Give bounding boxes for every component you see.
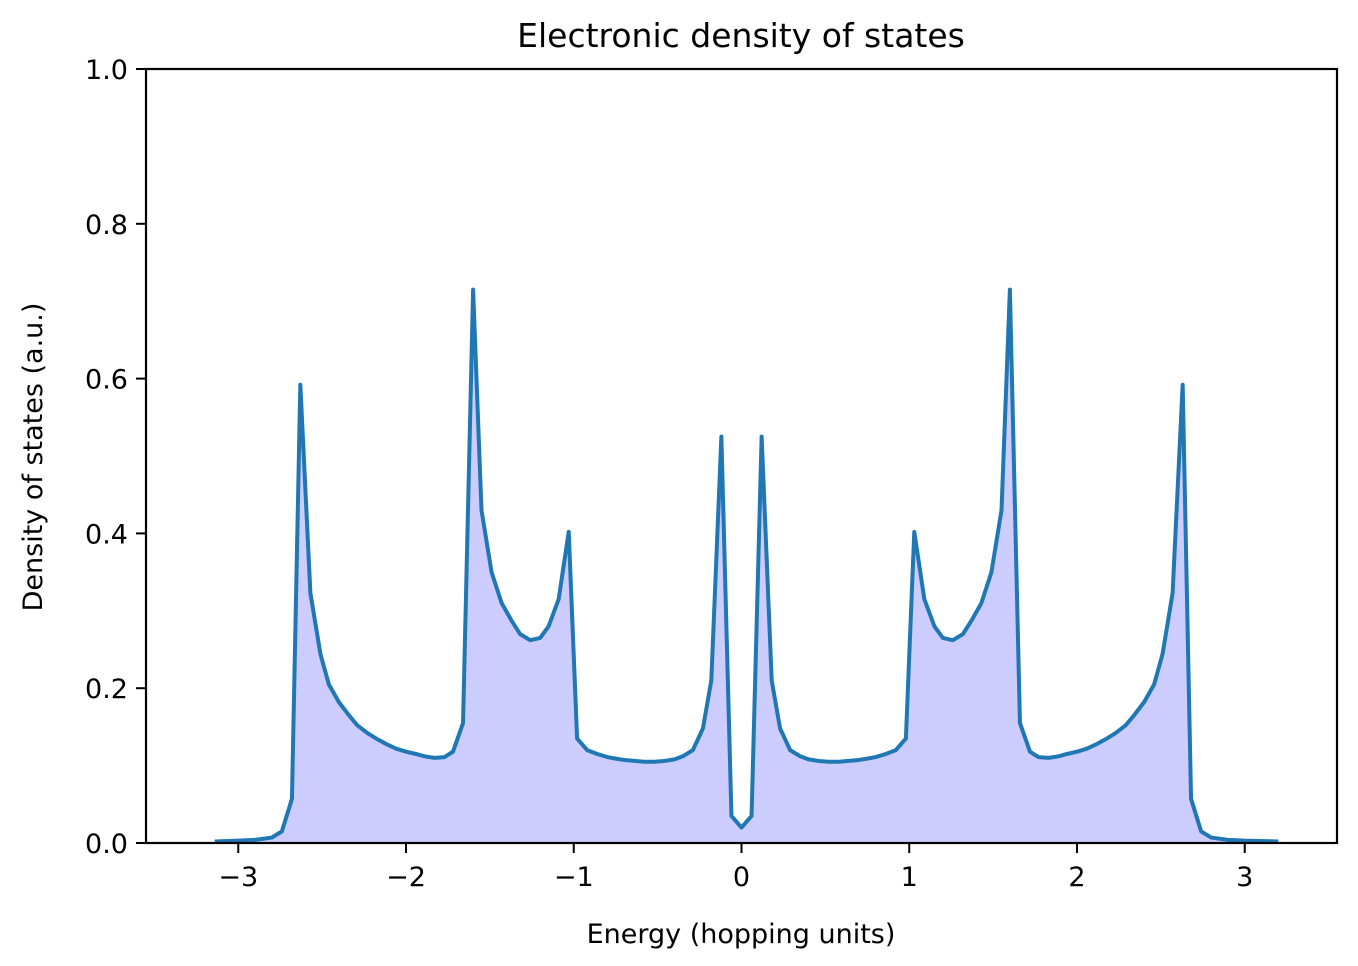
- x-tick-label: 0: [733, 862, 750, 893]
- y-tick-label: 0.0: [85, 829, 128, 860]
- plot-frame: [144, 67, 1339, 845]
- x-tick-label: −3: [218, 862, 258, 893]
- y-tick-label: 0.2: [85, 674, 128, 705]
- y-axis: 0.0 0.2 0.4 0.6 0.8 1.0: [85, 55, 146, 860]
- x-tick-label: 2: [1068, 862, 1085, 893]
- x-tick-label: −1: [554, 862, 594, 893]
- dos-line: [214, 287, 1279, 844]
- x-axis-label: Energy (hopping units): [587, 919, 896, 950]
- chart-title: Electronic density of states: [517, 16, 965, 55]
- x-tick-label: 1: [901, 862, 918, 893]
- x-tick-label: 3: [1236, 862, 1253, 893]
- y-axis-label: Density of states (a.u.): [18, 303, 49, 612]
- x-axis: −3 −2 −1 0 1 2 3: [218, 843, 1253, 893]
- y-tick-label: 0.4: [85, 519, 128, 550]
- y-tick-label: 1.0: [85, 55, 128, 86]
- y-tick-label: 0.8: [85, 210, 128, 241]
- plot-area: [214, 287, 1279, 844]
- dos-fill-area: [214, 289, 1279, 844]
- x-tick-label: −2: [386, 862, 426, 893]
- y-tick-label: 0.6: [85, 365, 128, 396]
